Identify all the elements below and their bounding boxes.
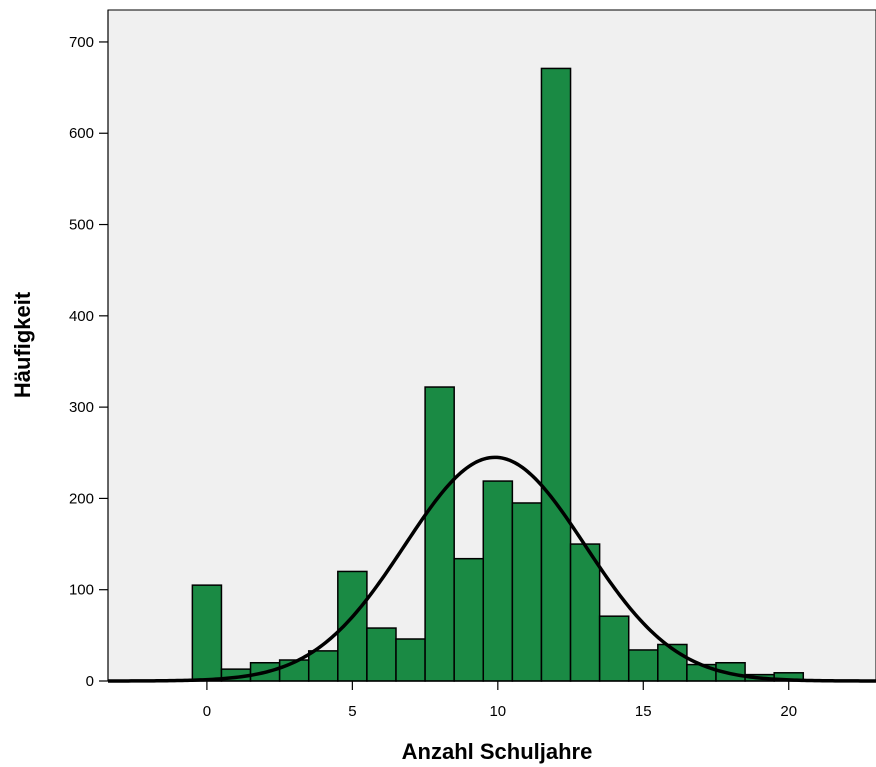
histogram-bar-4 [307, 650, 339, 682]
y-tick-label-600: 600 [69, 125, 94, 142]
x-tick-label-15: 15 [635, 703, 652, 720]
histogram-bar-7 [395, 638, 426, 682]
y-axis-title: Häufigkeit [10, 291, 35, 398]
x-axis-title: Anzahl Schuljahre [402, 739, 593, 764]
x-tick-label-20: 20 [780, 703, 797, 720]
bars-group [191, 67, 805, 682]
y-tick-label-0: 0 [86, 673, 94, 690]
y-tick-label-500: 500 [69, 217, 94, 234]
y-tick-label-100: 100 [69, 582, 94, 599]
x-tick-label-5: 5 [348, 703, 356, 720]
y-tick-label-700: 700 [69, 34, 94, 51]
histogram-bar-15 [627, 649, 659, 682]
histogram-bar-14 [598, 615, 630, 682]
x-tick-label-10: 10 [489, 703, 506, 720]
histogram-bar-11 [511, 502, 543, 682]
y-tick-label-200: 200 [69, 490, 94, 507]
normal-distribution-curve [107, 455, 876, 683]
x-axis: 0 5 10 15 20 [108, 680, 876, 720]
x-tick-label-0: 0 [203, 703, 211, 720]
y-tick-label-300: 300 [69, 399, 94, 416]
histogram-bar-9 [453, 557, 485, 682]
histogram-bar-10 [482, 480, 514, 682]
histogram-bar-0 [191, 584, 223, 682]
normal-curve-group [107, 455, 876, 683]
histogram-bar-6 [366, 627, 397, 682]
histogram-bar-13 [569, 543, 601, 682]
histogram-bar-8 [424, 386, 455, 682]
y-tick-label-400: 400 [69, 308, 94, 325]
y-axis: 0 100 200 300 400 500 600 700 [69, 10, 109, 690]
histogram-bar-12 [540, 67, 572, 682]
